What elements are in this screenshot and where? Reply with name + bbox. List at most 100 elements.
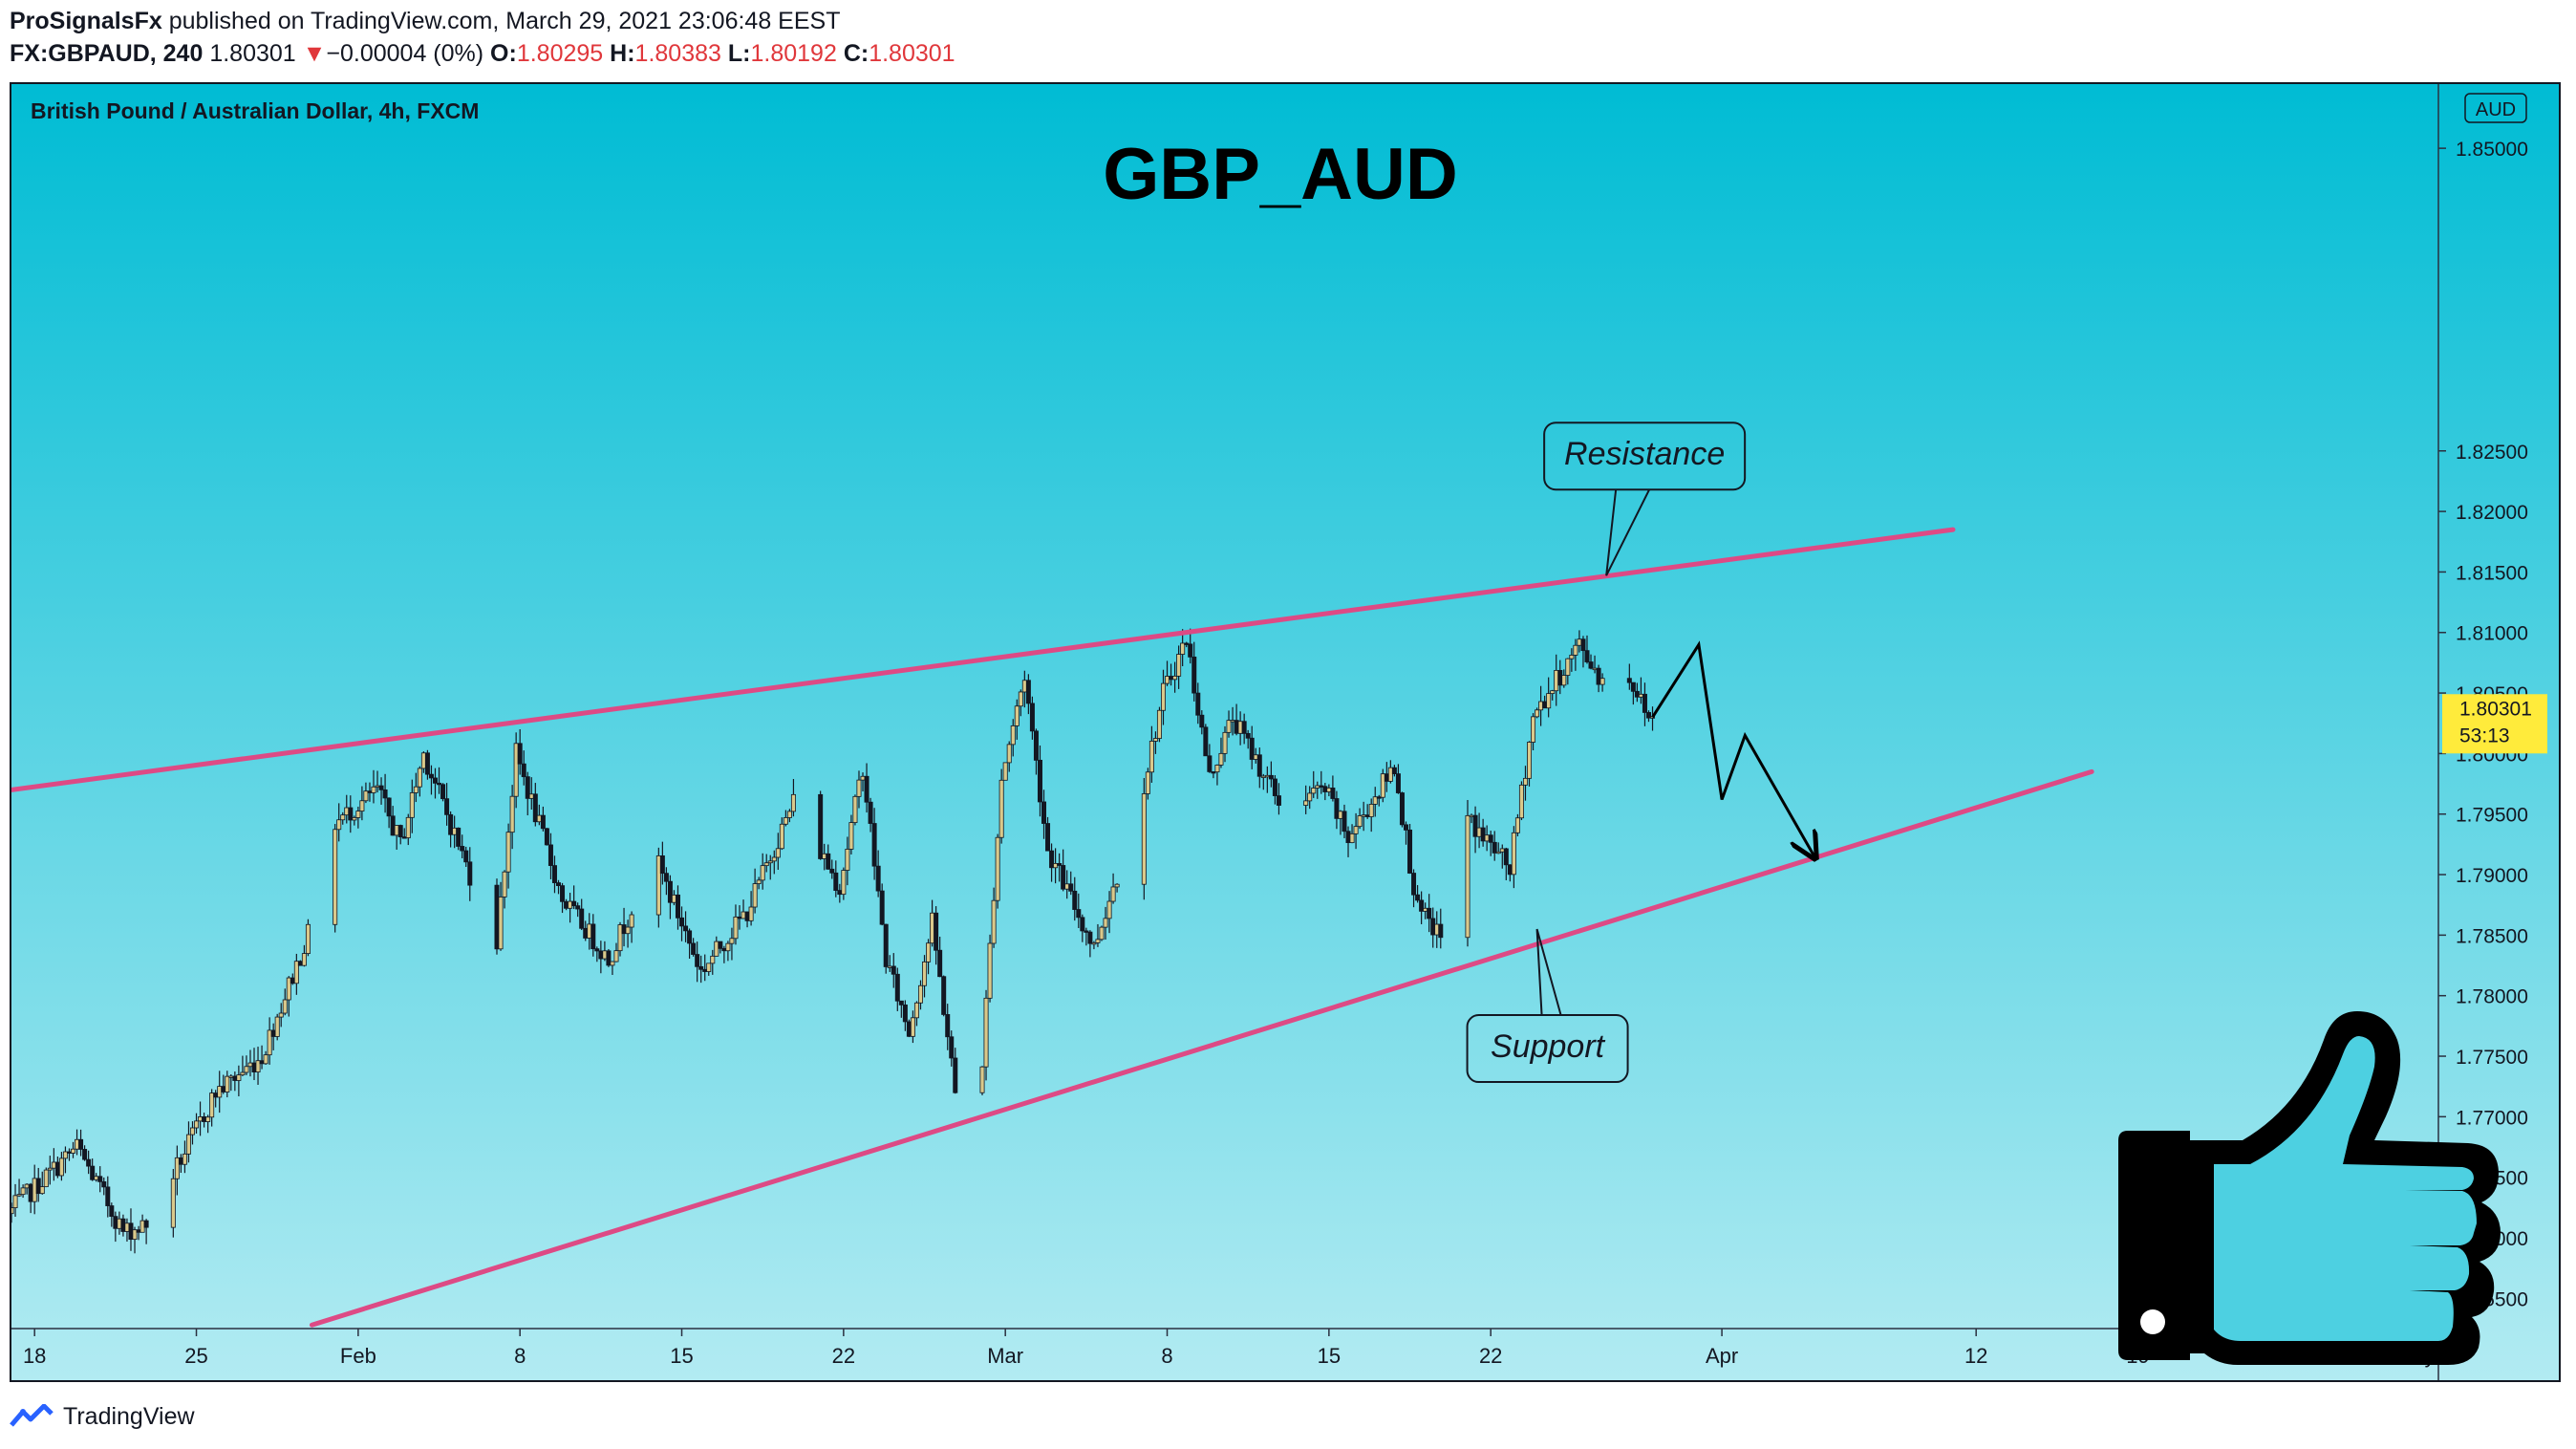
price-tick-label: 1.78000 <box>2456 986 2528 1008</box>
tradingview-brand[interactable]: TradingView <box>63 1402 195 1430</box>
candle-body <box>556 882 562 887</box>
candle-body <box>43 1169 49 1187</box>
annotations[interactable]: Resistance Support <box>1466 422 1747 1084</box>
candle-body <box>752 883 758 908</box>
ohlc-line: FX:GBPAUD, 240 1.80301 ▼−0.00004 (0%) O:… <box>10 40 955 68</box>
candle-body <box>721 947 727 952</box>
symbol-description: British Pound / Australian Dollar, 4h, F… <box>31 98 479 123</box>
candle-body <box>675 894 680 919</box>
candle-body <box>1037 759 1042 803</box>
candle-body <box>1495 851 1501 854</box>
price-tick-label: 1.77500 <box>2456 1047 2528 1069</box>
candle-body <box>822 853 827 859</box>
candle-body <box>1550 690 1556 695</box>
candle-body <box>282 999 288 1014</box>
price-tick-label: 1.81500 <box>2456 562 2528 584</box>
candle-body <box>94 1176 99 1180</box>
candle-body <box>1499 848 1505 853</box>
candle-body <box>213 1092 219 1098</box>
candle-body <box>105 1186 111 1206</box>
candle-body <box>386 797 392 817</box>
candle-body <box>760 865 765 881</box>
candle-body <box>1061 865 1066 890</box>
candle-body <box>1076 909 1082 919</box>
candle-body <box>1561 675 1567 686</box>
candle-body <box>1430 918 1436 936</box>
candle-body <box>1152 738 1158 742</box>
callout-support[interactable]: Support <box>1466 928 1629 1084</box>
candle-body <box>1319 785 1324 788</box>
candle-body <box>363 790 369 802</box>
candle-body <box>536 814 542 823</box>
currency-badge[interactable]: AUD <box>2464 93 2527 123</box>
candle-body <box>725 942 731 952</box>
candle-body <box>1041 801 1047 824</box>
candle-body <box>547 844 553 866</box>
price-chart[interactable]: British Pound / Australian Dollar, 4h, F… <box>11 84 2559 1380</box>
price-tick-label: 1.85000 <box>2456 139 2528 161</box>
candle-body <box>344 807 350 816</box>
candle-body <box>744 911 750 921</box>
candle-body <box>737 916 742 919</box>
candle-body <box>1580 638 1586 652</box>
candle-body <box>706 962 712 972</box>
candle-body <box>1353 826 1359 834</box>
candle-body <box>333 829 338 925</box>
candle-body <box>1234 720 1239 734</box>
candle-body <box>120 1218 126 1232</box>
candle-body <box>263 1054 268 1065</box>
candle-body <box>259 1060 265 1065</box>
price-tick-label: 1.79000 <box>2456 865 2528 887</box>
candle-body <box>209 1092 215 1118</box>
candle-body <box>1638 693 1643 698</box>
candle-body <box>868 801 873 824</box>
candle-body <box>1565 658 1571 676</box>
chart-frame[interactable]: British Pound / Australian Dollar, 4h, F… <box>10 82 2561 1382</box>
candle-body <box>1087 931 1093 944</box>
candle-body <box>1334 798 1340 819</box>
candle-body <box>228 1075 234 1078</box>
candle-body <box>1222 731 1228 754</box>
candle-body <box>979 1066 985 1093</box>
candle-body <box>987 942 993 999</box>
candle-body <box>587 923 592 939</box>
candle-body <box>783 817 788 825</box>
candle-body <box>255 1060 261 1072</box>
candle-body <box>1345 831 1351 844</box>
candle-body <box>1407 829 1413 874</box>
candle-body <box>367 790 373 793</box>
candle-body <box>1176 654 1182 677</box>
time-tick-label: Feb <box>340 1344 376 1368</box>
resistance-trendline[interactable] <box>11 527 1956 792</box>
tradingview-logo-icon[interactable] <box>10 1404 54 1429</box>
candle-body <box>1207 755 1213 772</box>
candle-body <box>221 1086 226 1092</box>
candle-body <box>790 793 796 812</box>
candle-body <box>1330 788 1336 799</box>
candle-body <box>205 1116 211 1122</box>
candle-body <box>1006 744 1012 764</box>
candle-body <box>659 854 665 875</box>
callout-resistance[interactable]: Resistance <box>1543 422 1747 576</box>
candle-body <box>305 923 311 954</box>
candle-body <box>837 890 843 896</box>
candle-body <box>247 1062 253 1068</box>
candle-body <box>1384 773 1389 782</box>
candle-body <box>910 1017 915 1037</box>
candle-body <box>525 776 530 799</box>
candle-body <box>189 1127 195 1135</box>
author-name[interactable]: ProSignalsFx <box>10 8 162 34</box>
candle-body <box>1276 795 1281 806</box>
candle-body <box>16 1194 22 1197</box>
time-tick-label: 22 <box>1479 1344 1502 1368</box>
candle-body <box>194 1120 200 1129</box>
candle-body <box>1315 785 1320 789</box>
candle-body <box>51 1161 56 1169</box>
candle-body <box>1642 693 1647 713</box>
candle-body <box>128 1222 134 1241</box>
candle-body <box>12 1195 18 1208</box>
candle-body <box>617 924 623 952</box>
last-price-label: 1.80301 53:13 <box>2442 694 2547 754</box>
candle-body <box>1049 850 1055 869</box>
candle-body <box>1372 796 1378 805</box>
